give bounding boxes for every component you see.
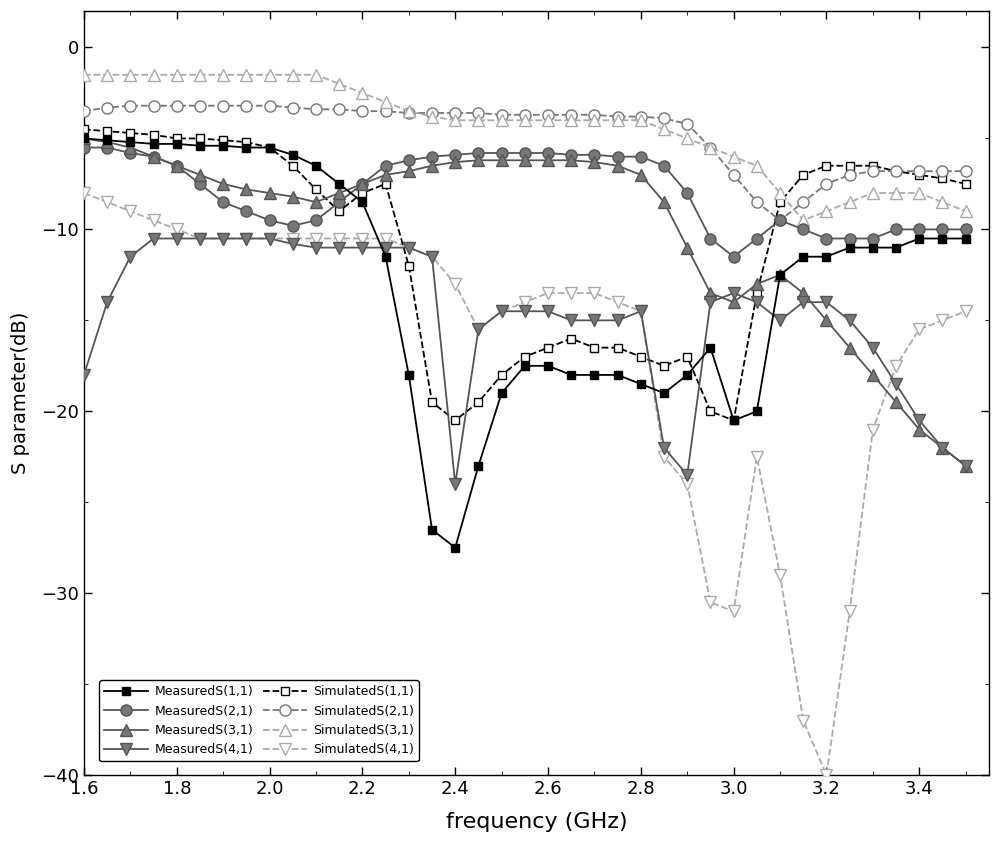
- Legend: MeasuredS(1,1), MeasuredS(2,1), MeasuredS(3,1), MeasuredS(4,1), SimulatedS(1,1),: MeasuredS(1,1), MeasuredS(2,1), Measured…: [99, 680, 419, 761]
- Y-axis label: S parameter(dB): S parameter(dB): [11, 312, 30, 475]
- X-axis label: frequency (GHz): frequency (GHz): [446, 812, 627, 832]
